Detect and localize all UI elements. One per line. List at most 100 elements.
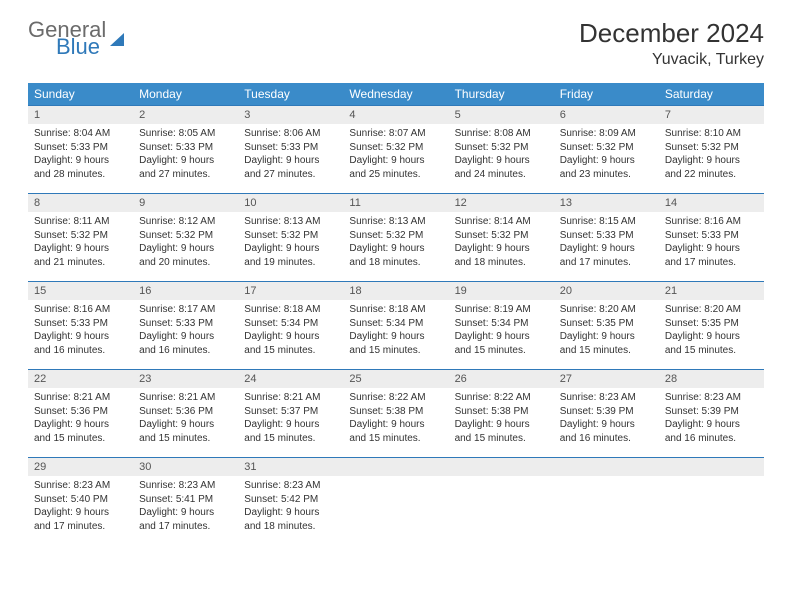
sunrise-text: Sunrise: 8:21 AM <box>244 391 337 405</box>
daylight-text: Daylight: 9 hours <box>665 418 758 432</box>
sunset-text: Sunset: 5:33 PM <box>139 141 232 155</box>
daylight-text: Daylight: 9 hours <box>139 154 232 168</box>
sunrise-text: Sunrise: 8:23 AM <box>139 479 232 493</box>
sunrise-text: Sunrise: 8:23 AM <box>665 391 758 405</box>
day-details: Sunrise: 8:16 AMSunset: 5:33 PMDaylight:… <box>659 212 764 275</box>
calendar-day-cell: 19Sunrise: 8:19 AMSunset: 5:34 PMDayligh… <box>449 282 554 370</box>
daylight-text: and 15 minutes. <box>139 432 232 446</box>
day-number: 11 <box>343 194 448 212</box>
daylight-text: and 17 minutes. <box>139 520 232 534</box>
daylight-text: Daylight: 9 hours <box>349 242 442 256</box>
calendar-day-cell: 15Sunrise: 8:16 AMSunset: 5:33 PMDayligh… <box>28 282 133 370</box>
sunset-text: Sunset: 5:38 PM <box>349 405 442 419</box>
day-number: 30 <box>133 458 238 476</box>
day-details: Sunrise: 8:22 AMSunset: 5:38 PMDaylight:… <box>449 388 554 451</box>
sunrise-text: Sunrise: 8:08 AM <box>455 127 548 141</box>
calendar-body: 1Sunrise: 8:04 AMSunset: 5:33 PMDaylight… <box>28 106 764 546</box>
day-details: Sunrise: 8:21 AMSunset: 5:36 PMDaylight:… <box>28 388 133 451</box>
day-number <box>659 458 764 476</box>
calendar-day-cell: 25Sunrise: 8:22 AMSunset: 5:38 PMDayligh… <box>343 370 448 458</box>
day-number <box>449 458 554 476</box>
sunrise-text: Sunrise: 8:18 AM <box>349 303 442 317</box>
day-number: 9 <box>133 194 238 212</box>
day-details <box>343 476 448 485</box>
daylight-text: and 18 minutes. <box>349 256 442 270</box>
daylight-text: Daylight: 9 hours <box>139 506 232 520</box>
day-number: 16 <box>133 282 238 300</box>
day-number: 28 <box>659 370 764 388</box>
daylight-text: and 18 minutes. <box>455 256 548 270</box>
sunrise-text: Sunrise: 8:19 AM <box>455 303 548 317</box>
daylight-text: and 16 minutes. <box>560 432 653 446</box>
day-details: Sunrise: 8:07 AMSunset: 5:32 PMDaylight:… <box>343 124 448 187</box>
calendar-week-row: 22Sunrise: 8:21 AMSunset: 5:36 PMDayligh… <box>28 370 764 458</box>
daylight-text: Daylight: 9 hours <box>455 242 548 256</box>
daylight-text: Daylight: 9 hours <box>455 154 548 168</box>
calendar-day-cell: 6Sunrise: 8:09 AMSunset: 5:32 PMDaylight… <box>554 106 659 194</box>
day-details: Sunrise: 8:05 AMSunset: 5:33 PMDaylight:… <box>133 124 238 187</box>
day-details: Sunrise: 8:23 AMSunset: 5:40 PMDaylight:… <box>28 476 133 539</box>
sunset-text: Sunset: 5:33 PM <box>34 317 127 331</box>
daylight-text: and 20 minutes. <box>139 256 232 270</box>
daylight-text: Daylight: 9 hours <box>34 330 127 344</box>
sunrise-text: Sunrise: 8:18 AM <box>244 303 337 317</box>
day-details: Sunrise: 8:23 AMSunset: 5:39 PMDaylight:… <box>554 388 659 451</box>
sunset-text: Sunset: 5:37 PM <box>244 405 337 419</box>
sunrise-text: Sunrise: 8:23 AM <box>560 391 653 405</box>
calendar-week-row: 8Sunrise: 8:11 AMSunset: 5:32 PMDaylight… <box>28 194 764 282</box>
sunset-text: Sunset: 5:35 PM <box>560 317 653 331</box>
day-number: 4 <box>343 106 448 124</box>
calendar-day-cell: 29Sunrise: 8:23 AMSunset: 5:40 PMDayligh… <box>28 458 133 546</box>
sunset-text: Sunset: 5:34 PM <box>455 317 548 331</box>
sunset-text: Sunset: 5:42 PM <box>244 493 337 507</box>
sunrise-text: Sunrise: 8:23 AM <box>34 479 127 493</box>
calendar-day-cell: 31Sunrise: 8:23 AMSunset: 5:42 PMDayligh… <box>238 458 343 546</box>
day-number: 21 <box>659 282 764 300</box>
weekday-header: Saturday <box>659 83 764 106</box>
sunrise-text: Sunrise: 8:22 AM <box>455 391 548 405</box>
daylight-text: Daylight: 9 hours <box>665 242 758 256</box>
daylight-text: Daylight: 9 hours <box>349 154 442 168</box>
calendar-day-cell: 18Sunrise: 8:18 AMSunset: 5:34 PMDayligh… <box>343 282 448 370</box>
daylight-text: Daylight: 9 hours <box>244 330 337 344</box>
day-number: 23 <box>133 370 238 388</box>
sunrise-text: Sunrise: 8:12 AM <box>139 215 232 229</box>
weekday-row: SundayMondayTuesdayWednesdayThursdayFrid… <box>28 83 764 106</box>
daylight-text: and 23 minutes. <box>560 168 653 182</box>
day-details: Sunrise: 8:15 AMSunset: 5:33 PMDaylight:… <box>554 212 659 275</box>
day-details: Sunrise: 8:20 AMSunset: 5:35 PMDaylight:… <box>659 300 764 363</box>
header: General Blue December 2024 Yuvacik, Turk… <box>28 18 764 69</box>
day-number: 6 <box>554 106 659 124</box>
day-number: 14 <box>659 194 764 212</box>
day-number: 8 <box>28 194 133 212</box>
daylight-text: Daylight: 9 hours <box>560 242 653 256</box>
day-number: 25 <box>343 370 448 388</box>
sunset-text: Sunset: 5:32 PM <box>34 229 127 243</box>
daylight-text: and 16 minutes. <box>139 344 232 358</box>
location-label: Yuvacik, Turkey <box>579 51 764 69</box>
calendar-day-cell: 23Sunrise: 8:21 AMSunset: 5:36 PMDayligh… <box>133 370 238 458</box>
day-details: Sunrise: 8:23 AMSunset: 5:39 PMDaylight:… <box>659 388 764 451</box>
sunrise-text: Sunrise: 8:09 AM <box>560 127 653 141</box>
sunrise-text: Sunrise: 8:15 AM <box>560 215 653 229</box>
calendar-day-cell <box>659 458 764 546</box>
day-number: 18 <box>343 282 448 300</box>
sunset-text: Sunset: 5:32 PM <box>349 141 442 155</box>
calendar-day-cell: 13Sunrise: 8:15 AMSunset: 5:33 PMDayligh… <box>554 194 659 282</box>
sunset-text: Sunset: 5:33 PM <box>139 317 232 331</box>
daylight-text: and 15 minutes. <box>349 432 442 446</box>
day-details: Sunrise: 8:10 AMSunset: 5:32 PMDaylight:… <box>659 124 764 187</box>
day-details: Sunrise: 8:22 AMSunset: 5:38 PMDaylight:… <box>343 388 448 451</box>
day-number: 31 <box>238 458 343 476</box>
sunset-text: Sunset: 5:32 PM <box>139 229 232 243</box>
sunrise-text: Sunrise: 8:23 AM <box>244 479 337 493</box>
day-details: Sunrise: 8:12 AMSunset: 5:32 PMDaylight:… <box>133 212 238 275</box>
brand-logo: General Blue <box>28 18 124 58</box>
daylight-text: Daylight: 9 hours <box>455 330 548 344</box>
day-details: Sunrise: 8:11 AMSunset: 5:32 PMDaylight:… <box>28 212 133 275</box>
sunset-text: Sunset: 5:33 PM <box>560 229 653 243</box>
day-number: 15 <box>28 282 133 300</box>
sunset-text: Sunset: 5:32 PM <box>244 229 337 243</box>
brand-text-block: General Blue <box>28 18 106 58</box>
sunrise-text: Sunrise: 8:21 AM <box>34 391 127 405</box>
